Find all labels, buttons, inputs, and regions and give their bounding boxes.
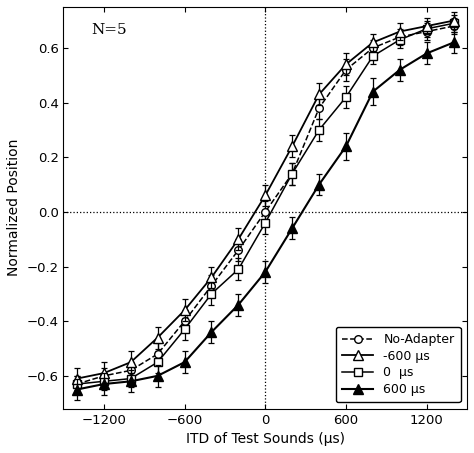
Y-axis label: Normalized Position: Normalized Position [7, 139, 21, 276]
Legend: No-Adapter, -600 μs, 0  μs, 600 μs: No-Adapter, -600 μs, 0 μs, 600 μs [336, 327, 461, 402]
Text: N=5: N=5 [92, 23, 128, 37]
X-axis label: ITD of Test Sounds (μs): ITD of Test Sounds (μs) [186, 432, 345, 446]
